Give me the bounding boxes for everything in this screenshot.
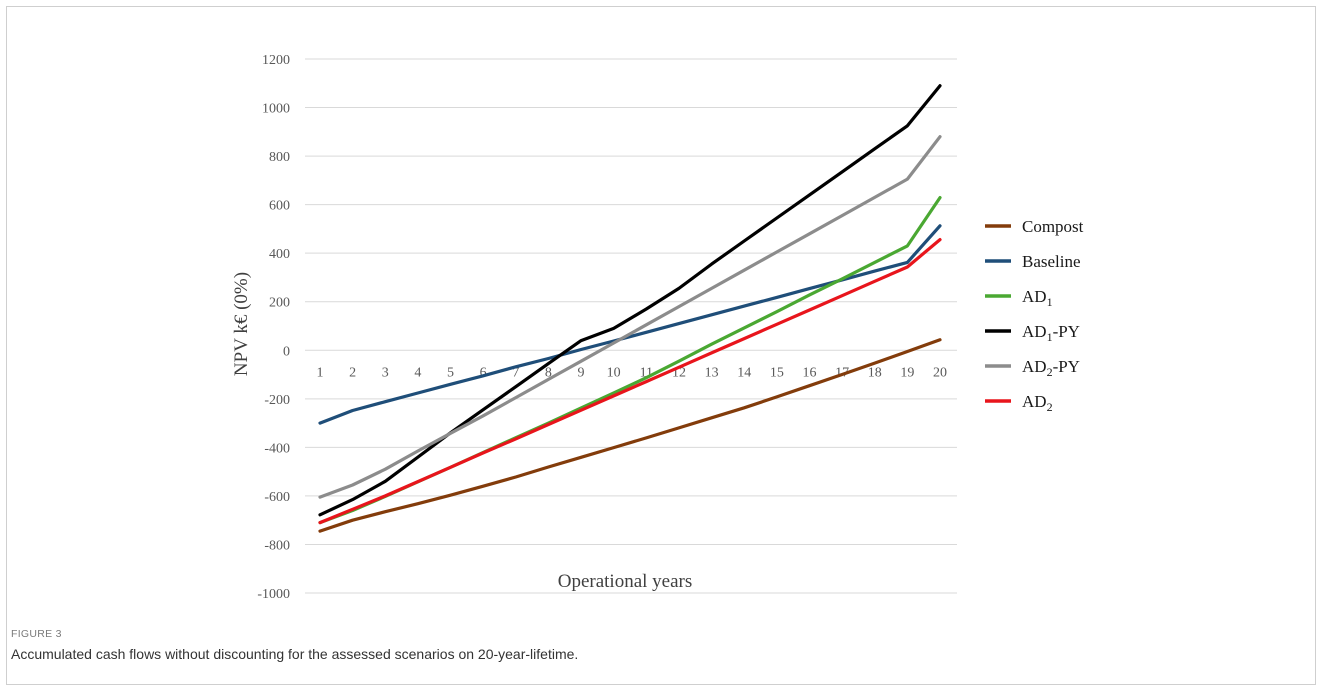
y-tick-label: 800	[269, 150, 290, 165]
y-axis-ticks: -1000 -800 -600 -400 -200 0 200 400 600 800 1000 12…	[257, 53, 290, 602]
x-tick-label: 20	[933, 365, 947, 380]
x-tick-label: 8	[545, 365, 552, 380]
y-tick-label: -600	[264, 490, 290, 505]
y-tick-label: -200	[264, 393, 290, 408]
y-tick-label: 1200	[262, 53, 290, 68]
y-tick-label: 1000	[262, 102, 290, 117]
series-line-baseline	[318, 224, 942, 425]
legend-label: AD2-PY	[1022, 357, 1080, 379]
y-tick-label: 400	[269, 247, 290, 262]
y-tick-label: -1000	[257, 587, 290, 602]
x-tick-label: 7	[512, 365, 519, 380]
x-tick-label: 2	[349, 365, 356, 380]
series-line-ad1	[318, 196, 942, 525]
x-tick-label: 9	[578, 365, 585, 380]
x-axis-title: Operational years	[558, 571, 693, 592]
x-tick-label: 19	[900, 365, 914, 380]
legend-label: AD1-PY	[1022, 322, 1080, 344]
y-tick-label: -400	[264, 441, 290, 456]
x-axis-ticks: 1 2 3 4 5 6 7 8 9 10 11 12 13 14 15 16 17 18 19 20	[317, 365, 948, 380]
y-tick-label: 600	[269, 199, 290, 214]
line-chart: -1000-800-600-400-2000200400600800100012…	[231, 53, 1084, 602]
x-tick-label: 1	[317, 365, 324, 380]
legend-label: Compost	[1022, 217, 1084, 236]
x-tick-label: 6	[480, 365, 487, 380]
legend-label: AD1	[1022, 287, 1053, 309]
x-tick-label: 18	[868, 365, 882, 380]
series-lines	[318, 84, 942, 533]
x-tick-label: 5	[447, 365, 454, 380]
y-tick-label: -800	[264, 538, 290, 553]
x-tick-label: 14	[737, 365, 751, 380]
series-line-ad2	[318, 238, 942, 525]
figure-label: FIGURE 3	[11, 628, 62, 640]
x-tick-label: 3	[382, 365, 389, 380]
y-tick-label: 0	[283, 344, 290, 359]
figure-caption: Accumulated cash flows without discounti…	[11, 646, 579, 662]
y-axis-title: NPV k€ (0%)	[231, 272, 252, 376]
x-tick-label: 15	[770, 365, 784, 380]
series-line-ad2-py	[318, 135, 942, 499]
x-tick-label: 4	[414, 365, 421, 380]
series-line-compost	[318, 338, 942, 533]
x-tick-label: 10	[607, 365, 621, 380]
figure-frame	[6, 6, 1316, 685]
y-tick-label: 200	[269, 296, 290, 311]
legend-label: AD2	[1022, 392, 1053, 414]
grid-lines	[305, 58, 957, 594]
x-tick-label: 13	[705, 365, 719, 380]
legend-label: Baseline	[1022, 252, 1081, 271]
series-line-ad1-py	[318, 84, 942, 517]
legend: Compost Baseline AD1 AD1-PY AD2-PY AD2	[985, 217, 1084, 414]
x-tick-label: 16	[802, 365, 816, 380]
